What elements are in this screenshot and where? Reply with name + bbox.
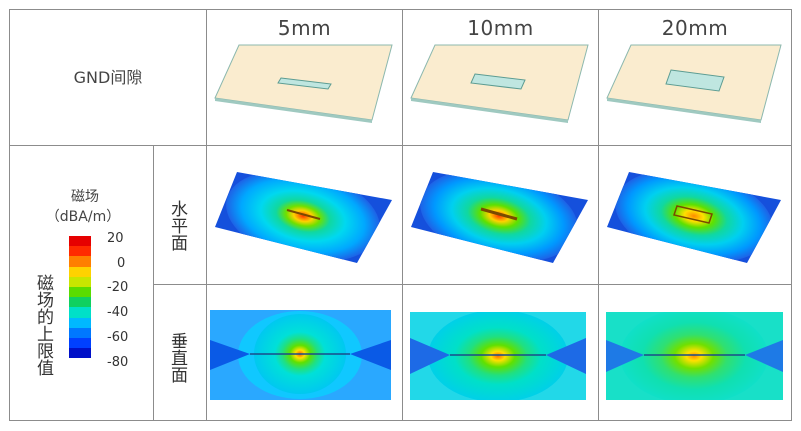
- legend-swatch: [69, 256, 91, 267]
- field-map-vertical-20mm: [606, 312, 783, 400]
- legend-title: 磁场: [71, 189, 99, 205]
- column-header-10mm: 10mm: [467, 16, 534, 40]
- legend-swatch: [69, 286, 91, 298]
- gnd-board-20mm: [606, 44, 782, 123]
- table-border-right: [791, 9, 792, 421]
- table-hline-header: [9, 145, 792, 146]
- table-vline-3: [598, 9, 599, 421]
- legend-tick: -80: [107, 355, 129, 370]
- legend-swatch: [69, 348, 91, 359]
- legend-swatch: [69, 276, 91, 287]
- table-vline-2: [402, 9, 403, 421]
- legend-swatch: [69, 236, 91, 247]
- gnd-board-5mm: [214, 44, 393, 123]
- table-border-left: [9, 9, 10, 421]
- table-border-bottom: [9, 420, 792, 421]
- field-map-horizontal-10mm: [411, 172, 588, 263]
- legend-tick: 0: [117, 256, 126, 271]
- legend-swatch: [69, 327, 91, 338]
- table-border-top: [9, 9, 792, 10]
- legend-swatch: [69, 297, 91, 308]
- legend-tick: -40: [107, 305, 129, 320]
- legend-swatch: [69, 246, 91, 257]
- legend-tick: -60: [107, 330, 129, 345]
- field-map-horizontal-20mm: [607, 172, 781, 263]
- legend-tick: 20: [107, 231, 124, 246]
- legend-swatch: [69, 337, 91, 349]
- field-map-vertical-10mm: [410, 312, 586, 400]
- legend-tick: -20: [107, 280, 129, 295]
- field-map-horizontal-5mm: [215, 172, 392, 263]
- legend-unit: （dBA/m）: [45, 209, 121, 225]
- side-main-label: 磁场的上限值: [33, 274, 53, 376]
- column-header-5mm: 5mm: [277, 16, 332, 40]
- legend-swatch: [69, 266, 91, 277]
- column-header-20mm: 20mm: [661, 16, 729, 40]
- table-vline-side: [153, 145, 154, 421]
- table-hline-rows: [153, 284, 792, 285]
- row-label-horizontal-plane: 水平面: [167, 199, 187, 251]
- gnd-board-10mm: [410, 44, 589, 123]
- color-legend-bar: [69, 236, 91, 359]
- table-vline-1: [206, 9, 207, 421]
- field-map-vertical-5mm: [210, 310, 391, 400]
- legend-swatch: [69, 307, 91, 318]
- row-label-vertical-plane: 垂直面: [167, 331, 187, 383]
- legend-swatch: [69, 317, 91, 328]
- row-label-gnd-gap: GND间隙: [73, 68, 143, 87]
